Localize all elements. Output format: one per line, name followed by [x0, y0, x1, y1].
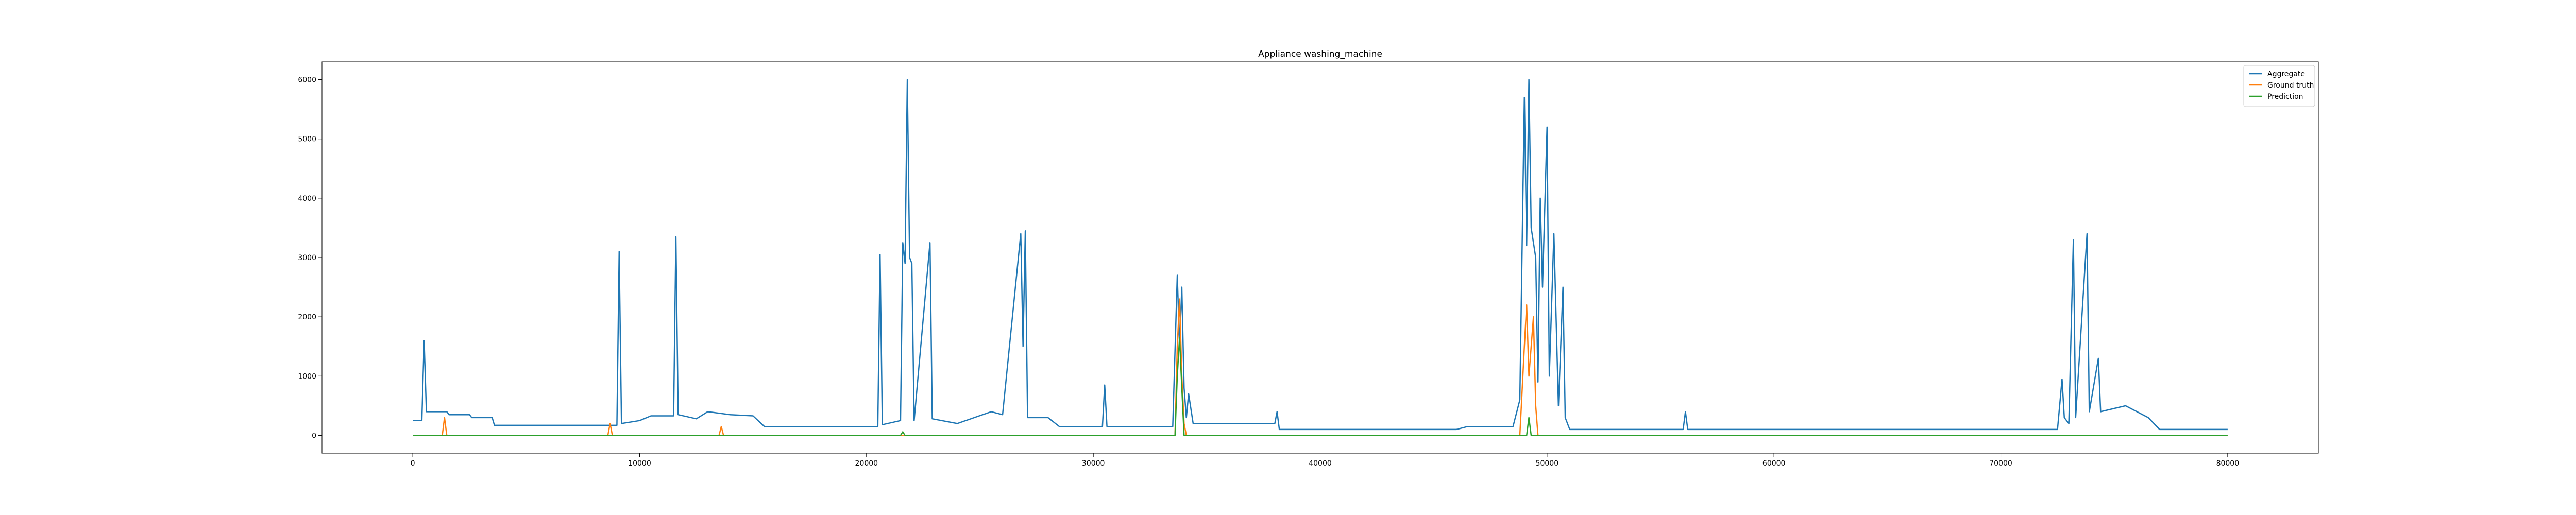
x-tick-label: 20000: [855, 459, 878, 468]
y-tick-label: 2000: [298, 313, 316, 321]
y-tick-label: 3000: [298, 254, 316, 262]
y-tick-label: 0: [312, 432, 316, 440]
x-tick-label: 10000: [628, 459, 651, 468]
legend-label: Aggregate: [2267, 70, 2305, 78]
chart-title: Appliance washing_machine: [1258, 49, 1382, 59]
y-tick-label: 1000: [298, 372, 316, 381]
legend-label: Prediction: [2267, 93, 2303, 101]
plot-lines: [413, 79, 2228, 436]
legend: Aggregate Ground truth Prediction: [2243, 65, 2315, 107]
x-tick-label: 40000: [1309, 459, 1332, 468]
x-axis: 0 10000 20000 30000 40000 50000 60000 70000 8000…: [411, 453, 2239, 468]
x-tick-label: 80000: [2216, 459, 2240, 468]
y-tick-label: 4000: [298, 195, 316, 203]
y-axis: 0 1000 2000 3000 4000 5000 6000: [298, 76, 322, 440]
series-line-prediction: [413, 337, 2228, 436]
y-tick-label: 6000: [298, 76, 316, 84]
series-line-aggregate: [413, 79, 2228, 431]
x-tick-label: 50000: [1536, 459, 1559, 468]
y-tick-label: 5000: [298, 135, 316, 144]
legend-label: Ground truth: [2267, 81, 2314, 90]
x-tick-label: 60000: [1762, 459, 1786, 468]
x-tick-label: 70000: [1989, 459, 2012, 468]
x-tick-label: 30000: [1082, 459, 1105, 468]
series-line-ground-truth: [413, 298, 2228, 436]
x-tick-label: 0: [411, 459, 415, 468]
